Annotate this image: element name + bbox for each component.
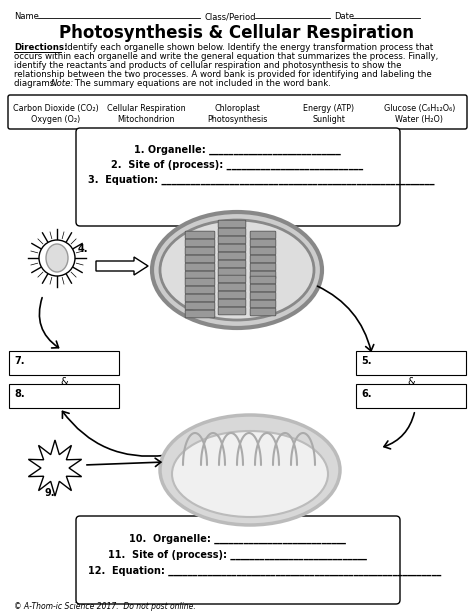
FancyBboxPatch shape <box>9 384 119 408</box>
Text: 2.  Site of (process): ____________________________: 2. Site of (process): __________________… <box>111 160 363 170</box>
Text: Identify each organelle shown below. Identify the energy transformation process : Identify each organelle shown below. Ide… <box>62 43 433 52</box>
Text: relationship between the two processes. A word bank is provided for identifying : relationship between the two processes. … <box>14 70 432 79</box>
FancyBboxPatch shape <box>185 294 215 302</box>
Text: The summary equations are not included in the word bank.: The summary equations are not included i… <box>72 79 331 88</box>
FancyBboxPatch shape <box>185 239 215 247</box>
FancyBboxPatch shape <box>250 255 276 263</box>
Ellipse shape <box>160 415 340 525</box>
Text: 8.: 8. <box>14 389 25 399</box>
Text: Note:: Note: <box>51 79 74 88</box>
Text: 6.: 6. <box>361 389 372 399</box>
FancyBboxPatch shape <box>356 384 466 408</box>
FancyBboxPatch shape <box>8 95 467 129</box>
Text: Mitochondrion: Mitochondrion <box>118 115 175 124</box>
FancyBboxPatch shape <box>356 351 466 375</box>
FancyBboxPatch shape <box>250 239 276 247</box>
FancyBboxPatch shape <box>218 252 246 260</box>
Ellipse shape <box>160 220 314 320</box>
Text: Glucose (C₆H₁₂O₆): Glucose (C₆H₁₂O₆) <box>384 104 455 113</box>
FancyBboxPatch shape <box>76 128 400 226</box>
FancyBboxPatch shape <box>218 228 246 236</box>
FancyBboxPatch shape <box>185 231 215 239</box>
FancyBboxPatch shape <box>9 351 119 375</box>
FancyBboxPatch shape <box>250 231 276 239</box>
Text: 1. Organelle: ___________________________: 1. Organelle: __________________________… <box>134 145 340 155</box>
Text: occurs within each organelle and write the general equation that summarizes the : occurs within each organelle and write t… <box>14 52 438 61</box>
FancyBboxPatch shape <box>185 263 215 271</box>
Circle shape <box>39 240 75 276</box>
Text: Date: Date <box>334 12 354 21</box>
Text: Class/Period: Class/Period <box>205 12 256 21</box>
FancyBboxPatch shape <box>218 307 246 315</box>
FancyBboxPatch shape <box>218 220 246 228</box>
Text: Oxygen (O₂): Oxygen (O₂) <box>31 115 80 124</box>
FancyBboxPatch shape <box>218 244 246 252</box>
FancyBboxPatch shape <box>250 247 276 255</box>
Text: 10.  Organelle: ___________________________: 10. Organelle: _________________________… <box>128 534 346 544</box>
FancyBboxPatch shape <box>250 308 276 316</box>
Text: Cellular Respiration: Cellular Respiration <box>107 104 186 113</box>
FancyBboxPatch shape <box>250 292 276 300</box>
Text: 9.: 9. <box>45 488 55 498</box>
FancyBboxPatch shape <box>250 263 276 271</box>
FancyBboxPatch shape <box>218 291 246 299</box>
FancyBboxPatch shape <box>250 271 276 279</box>
FancyBboxPatch shape <box>76 516 400 604</box>
FancyBboxPatch shape <box>185 247 215 255</box>
FancyBboxPatch shape <box>185 302 215 310</box>
FancyBboxPatch shape <box>218 260 246 268</box>
FancyBboxPatch shape <box>185 255 215 263</box>
Text: Carbon Dioxide (CO₂): Carbon Dioxide (CO₂) <box>13 104 99 113</box>
Text: 7.: 7. <box>14 356 25 366</box>
FancyBboxPatch shape <box>218 299 246 306</box>
Ellipse shape <box>152 212 322 328</box>
Text: Sunlight: Sunlight <box>312 115 345 124</box>
FancyBboxPatch shape <box>185 278 215 286</box>
FancyBboxPatch shape <box>218 283 246 291</box>
FancyBboxPatch shape <box>185 310 215 318</box>
Text: &: & <box>407 377 415 387</box>
FancyBboxPatch shape <box>185 286 215 294</box>
FancyBboxPatch shape <box>185 271 215 279</box>
Text: Water (H₂O): Water (H₂O) <box>395 115 444 124</box>
Text: Directions:: Directions: <box>14 43 67 52</box>
Text: Name: Name <box>14 12 39 21</box>
Text: &: & <box>60 377 68 387</box>
Text: © A-Thom-ic Science 2017.  Do not post online.: © A-Thom-ic Science 2017. Do not post on… <box>14 602 196 611</box>
Text: 12.  Equation: ________________________________________________________: 12. Equation: __________________________… <box>88 566 441 576</box>
Text: 11.  Site of (process): ____________________________: 11. Site of (process): _________________… <box>108 550 366 560</box>
FancyBboxPatch shape <box>218 275 246 283</box>
Text: diagrams.: diagrams. <box>14 79 60 88</box>
FancyBboxPatch shape <box>218 268 246 276</box>
Text: Photosynthesis & Cellular Respiration: Photosynthesis & Cellular Respiration <box>60 24 414 42</box>
FancyBboxPatch shape <box>218 236 246 244</box>
Text: 5.: 5. <box>361 356 372 366</box>
Text: Chloroplast: Chloroplast <box>215 104 260 113</box>
Text: Energy (ATP): Energy (ATP) <box>303 104 354 113</box>
Text: 3.  Equation: ________________________________________________________: 3. Equation: ___________________________… <box>88 175 435 185</box>
Text: 4.: 4. <box>78 244 89 254</box>
Ellipse shape <box>46 244 68 272</box>
Polygon shape <box>28 440 82 496</box>
FancyBboxPatch shape <box>250 300 276 308</box>
Text: Photosynthesis: Photosynthesis <box>207 115 268 124</box>
Text: identify the reactants and products of cellular respiration and photosynthesis t: identify the reactants and products of c… <box>14 61 401 70</box>
FancyBboxPatch shape <box>250 284 276 292</box>
FancyBboxPatch shape <box>250 276 276 284</box>
FancyArrow shape <box>96 257 148 275</box>
Ellipse shape <box>172 431 328 517</box>
